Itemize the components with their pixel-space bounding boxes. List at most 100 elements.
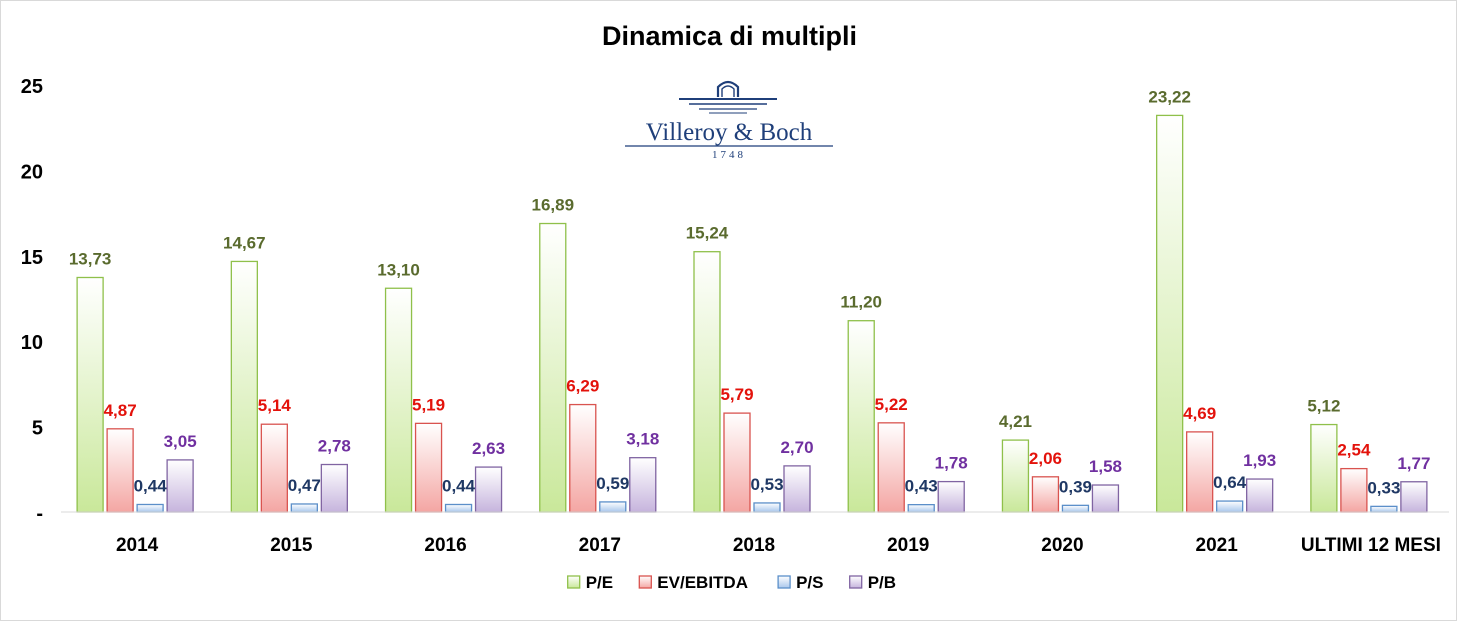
bar <box>539 222 567 513</box>
data-label: 3,05 <box>164 432 197 451</box>
bar <box>1061 504 1090 513</box>
logo-name: Villeroy & Boch <box>646 119 813 146</box>
data-label: 13,10 <box>377 260 420 279</box>
bar <box>937 480 965 513</box>
bar <box>1031 476 1060 513</box>
bar-group: 16,89 6,29 0,59 3,18 <box>532 196 659 513</box>
x-tick-label: 2019 <box>887 535 929 556</box>
data-label: 15,24 <box>686 224 729 243</box>
data-label: 0,39 <box>1059 477 1092 496</box>
bar <box>444 503 473 513</box>
data-label: 5,12 <box>1307 397 1340 416</box>
bar <box>136 503 164 513</box>
data-label: 2,54 <box>1337 441 1371 460</box>
bar <box>877 422 905 513</box>
x-tick-label: 2021 <box>1196 535 1239 556</box>
legend-swatch <box>849 575 863 589</box>
legend-item: EV/EBITDA <box>638 573 748 592</box>
bar <box>783 465 811 513</box>
x-tick-label: 2014 <box>116 535 159 556</box>
bar <box>1156 114 1184 513</box>
data-label: 1,93 <box>1243 451 1276 470</box>
legend-item: P/E <box>567 573 613 592</box>
x-tick-label: 2015 <box>270 535 313 556</box>
bar <box>753 502 781 513</box>
data-label: 5,14 <box>258 396 292 415</box>
bar <box>320 463 348 513</box>
data-label: 11,20 <box>840 293 882 312</box>
bar-group: 13,10 5,19 0,44 2,63 <box>377 260 505 513</box>
data-label: 2,78 <box>318 437 351 456</box>
x-tick-label: 2018 <box>733 535 775 556</box>
x-tick-label: 2020 <box>1041 535 1083 556</box>
bar <box>599 501 627 513</box>
data-label: 1,58 <box>1089 457 1122 476</box>
bar <box>166 459 194 513</box>
bar-group: 11,20 5,22 0,43 1,78 <box>840 293 968 513</box>
bar <box>907 504 935 513</box>
bar <box>1370 505 1398 513</box>
y-tick-label: - <box>36 503 43 525</box>
data-label: 2,63 <box>472 439 505 458</box>
bar <box>847 320 875 513</box>
bar-group: 5,12 2,54 0,33 1,77 <box>1307 397 1430 513</box>
y-tick-label: 5 <box>32 418 43 440</box>
bar <box>230 260 258 513</box>
y-tick-label: 20 <box>21 161 43 183</box>
bar-group: 23,22 4,69 0,64 1,93 <box>1148 87 1276 513</box>
data-label: 5,22 <box>875 395 908 414</box>
data-label: 4,69 <box>1183 404 1216 423</box>
data-label: 23,22 <box>1148 87 1191 106</box>
data-label: 0,44 <box>134 476 168 495</box>
data-label: 1,77 <box>1397 454 1430 473</box>
bar <box>693 251 721 513</box>
bar-group: 13,73 4,87 0,44 3,05 <box>69 249 197 513</box>
bar <box>723 412 751 513</box>
x-axis: 2014 2015 2016 2017 2018 2019 2020 2021 ULTIMI 1… <box>61 511 1449 556</box>
data-label: 4,87 <box>104 401 137 420</box>
data-label: 13,73 <box>69 249 112 268</box>
bar <box>1246 478 1274 513</box>
bars: 13,73 4,87 0,44 3,05 14,67 5,14 0,47 2,78 13,10 5… <box>69 87 1430 513</box>
bar <box>414 422 443 513</box>
bar <box>1001 439 1030 513</box>
data-label: 5,19 <box>412 395 445 414</box>
data-label: 0,59 <box>596 474 629 493</box>
x-tick-label: 2016 <box>424 535 466 556</box>
legend-item: P/S <box>777 573 824 592</box>
bar <box>106 428 134 513</box>
bar <box>1216 500 1244 513</box>
data-label: 14,67 <box>223 233 266 252</box>
bar <box>260 423 288 513</box>
logo-year: 1748 <box>712 149 746 161</box>
y-tick-label: 25 <box>21 76 43 98</box>
legend-label: P/E <box>586 573 613 592</box>
legend-label: P/S <box>796 573 823 592</box>
y-tick-label: 15 <box>21 247 43 269</box>
data-label: 5,79 <box>720 385 753 404</box>
bar <box>384 287 413 513</box>
data-label: 2,70 <box>780 438 813 457</box>
y-tick-label: 10 <box>21 332 43 354</box>
data-label: 6,29 <box>566 377 599 396</box>
legend-label: P/B <box>868 573 896 592</box>
data-label: 1,78 <box>935 454 968 473</box>
data-label: 2,06 <box>1029 449 1062 468</box>
bar <box>1091 484 1120 513</box>
x-tick-label: ULTIMI 12 MESI <box>1301 535 1441 556</box>
y-axis: - 5 10 15 20 25 <box>21 76 43 525</box>
bar-group: 4,21 2,06 0,391,58 <box>999 412 1122 513</box>
bar <box>1310 423 1338 513</box>
legend-label: EV/EBITDA <box>657 573 748 592</box>
data-label: 3,18 <box>626 430 659 449</box>
chart-title: Dinamica di multipli <box>601 21 858 51</box>
bar-group: 15,24 5,79 0,53 2,70 <box>686 224 814 513</box>
data-label: 0,33 <box>1367 478 1400 497</box>
villeroy-boch-logo-icon <box>679 80 777 114</box>
bar <box>1186 431 1214 513</box>
bar <box>76 276 104 513</box>
bar <box>1340 467 1368 513</box>
bar <box>569 403 597 513</box>
